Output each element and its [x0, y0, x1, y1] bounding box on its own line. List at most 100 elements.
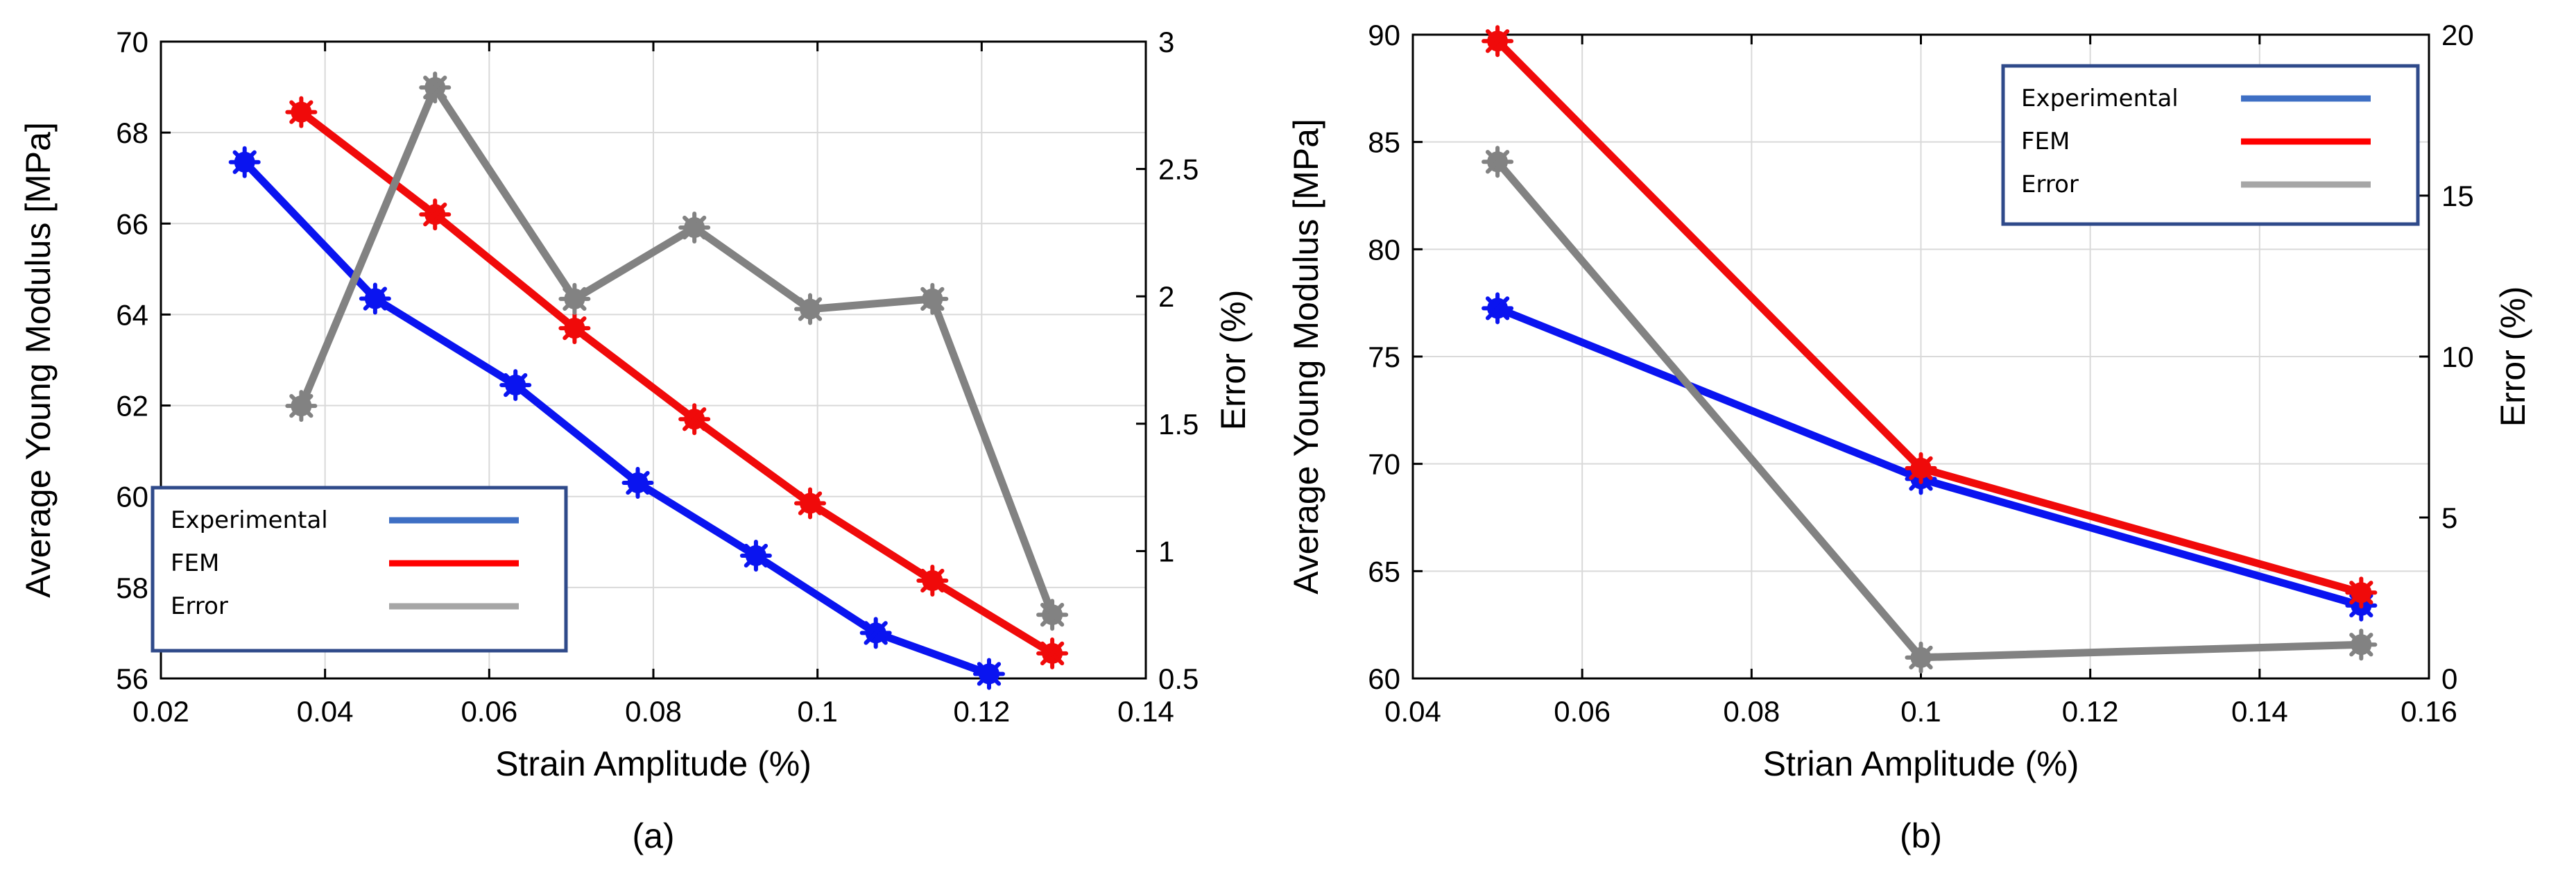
x-tick-label: 0.12	[2062, 695, 2119, 728]
data-point-fem	[2345, 576, 2378, 609]
marker-spoke	[1040, 641, 1065, 666]
y-right-tick-label: 0.5	[1158, 662, 1199, 695]
legend-label-experimental: Experimental	[2021, 85, 2179, 112]
marker-spoke	[2349, 633, 2373, 657]
y-right-tick-label: 3	[1158, 26, 1174, 58]
x-tick-label: 0.1	[797, 695, 837, 728]
marker-spoke	[798, 297, 823, 321]
marker-spoke	[798, 491, 823, 515]
data-point-fem	[1905, 452, 1937, 484]
marker-spoke	[289, 100, 314, 124]
y-left-axis-title: Average Young Modulus [MPa]	[1287, 119, 1325, 595]
legend-label-fem: FEM	[2021, 128, 2070, 155]
panel-label: (b)	[1900, 816, 1942, 855]
marker-spoke	[1909, 456, 1933, 480]
y-right-tick-label: 2	[1158, 280, 1174, 313]
marker-spoke	[1909, 645, 1933, 669]
data-point-fem	[1036, 637, 1069, 669]
legend: Experimental FEM Error	[2001, 64, 2420, 226]
x-tick-label: 0.04	[297, 695, 354, 728]
y-right-tick-label: 2.5	[1158, 153, 1199, 186]
data-point-experimental	[621, 467, 654, 499]
data-point-fem	[678, 403, 711, 436]
y-right-tick-label: 10	[2441, 341, 2474, 373]
data-point-fem	[916, 565, 949, 597]
y-right-tick-label: 1	[1158, 535, 1174, 567]
y-left-tick-label: 68	[116, 117, 148, 149]
x-tick-label: 0.06	[1554, 695, 1611, 728]
marker-spoke	[363, 286, 387, 311]
x-axis-title: Strian Amplitude (%)	[1763, 744, 2079, 783]
marker-spoke	[744, 543, 768, 568]
data-point-experimental	[499, 369, 532, 402]
panel-label: (a)	[632, 816, 674, 855]
y-left-tick-label: 60	[116, 481, 148, 513]
y-right-axis-title: Error (%)	[1214, 290, 1253, 431]
y-left-tick-label: 65	[1368, 555, 1400, 588]
y-left-tick-label: 58	[116, 572, 148, 604]
legend-label-error: Error	[171, 592, 228, 620]
x-tick-label: 0.14	[1117, 695, 1174, 728]
y-left-axis-title: Average Young Modulus [MPa]	[19, 122, 58, 598]
data-point-fem	[419, 198, 452, 231]
data-point-experimental	[228, 146, 261, 178]
y-right-tick-label: 1.5	[1158, 408, 1199, 440]
y-right-axis-title: Error (%)	[2493, 286, 2532, 427]
data-point-error	[285, 390, 318, 422]
marker-spoke	[1485, 150, 1510, 174]
data-point-error	[558, 282, 591, 315]
marker-spoke	[2349, 581, 2373, 605]
chart-panel-a: 0.02 0.04 0.06 0.08 0.1 0.12 0.14 56 58 60 62 64 66 6…	[19, 26, 1253, 855]
marker-spoke	[563, 316, 587, 341]
y-left-tick-label: 66	[116, 207, 148, 240]
data-point-error	[1482, 146, 1514, 178]
data-point-experimental	[1482, 292, 1514, 325]
data-point-error	[2345, 628, 2378, 661]
y-left-tick-label: 64	[116, 298, 148, 331]
marker-spoke	[682, 407, 707, 431]
data-point-error	[1905, 641, 1937, 674]
legend-label-fem: FEM	[171, 549, 219, 577]
data-point-error	[794, 293, 827, 325]
y-left-tick-label: 56	[116, 662, 148, 695]
data-point-fem	[285, 96, 318, 128]
marker-spoke	[977, 662, 1002, 686]
y-left-tick-label: 70	[1368, 448, 1400, 481]
data-point-error	[419, 71, 452, 104]
y-right-tick-label: 20	[2441, 19, 2474, 51]
marker-spoke	[232, 150, 257, 174]
marker-spoke	[504, 373, 528, 397]
y-left-tick-label: 90	[1368, 19, 1400, 51]
marker-spoke	[1040, 603, 1065, 627]
marker-spoke	[423, 75, 447, 100]
marker-spoke	[864, 621, 888, 645]
x-tick-label: 0.06	[461, 695, 517, 728]
x-tick-label: 0.08	[625, 695, 682, 728]
marker-spoke	[563, 286, 587, 311]
y-left-tick-label: 80	[1368, 233, 1400, 266]
data-point-fem	[558, 312, 591, 345]
data-point-fem	[794, 487, 827, 520]
y-left-tick-label: 75	[1368, 341, 1400, 373]
marker-spoke	[682, 215, 707, 240]
data-point-error	[678, 212, 711, 244]
data-point-error	[1036, 599, 1069, 631]
data-point-experimental	[739, 539, 772, 572]
y-right-tick-label: 0	[2441, 662, 2457, 695]
y-right-tick-label: 15	[2441, 180, 2474, 212]
y-right-tick-label: 5	[2441, 502, 2457, 534]
marker-spoke	[423, 203, 447, 227]
x-tick-label: 0.14	[2231, 695, 2288, 728]
x-tick-label: 0.1	[1900, 695, 1941, 728]
x-tick-label: 0.04	[1384, 695, 1441, 728]
x-axis-title: Strain Amplitude (%)	[495, 744, 812, 783]
legend-label-error: Error	[2021, 171, 2079, 198]
marker-spoke	[289, 393, 314, 418]
legend: Experimental FEM Error	[151, 486, 568, 653]
data-point-fem	[1482, 25, 1514, 58]
series-line-error	[1493, 157, 2365, 662]
data-point-experimental	[859, 617, 892, 649]
chart-panel-b: 0.04 0.06 0.08 0.1 0.12 0.14 0.16 60 65 70 75 80 85 9…	[1287, 19, 2532, 855]
marker-spoke	[1485, 296, 1510, 320]
